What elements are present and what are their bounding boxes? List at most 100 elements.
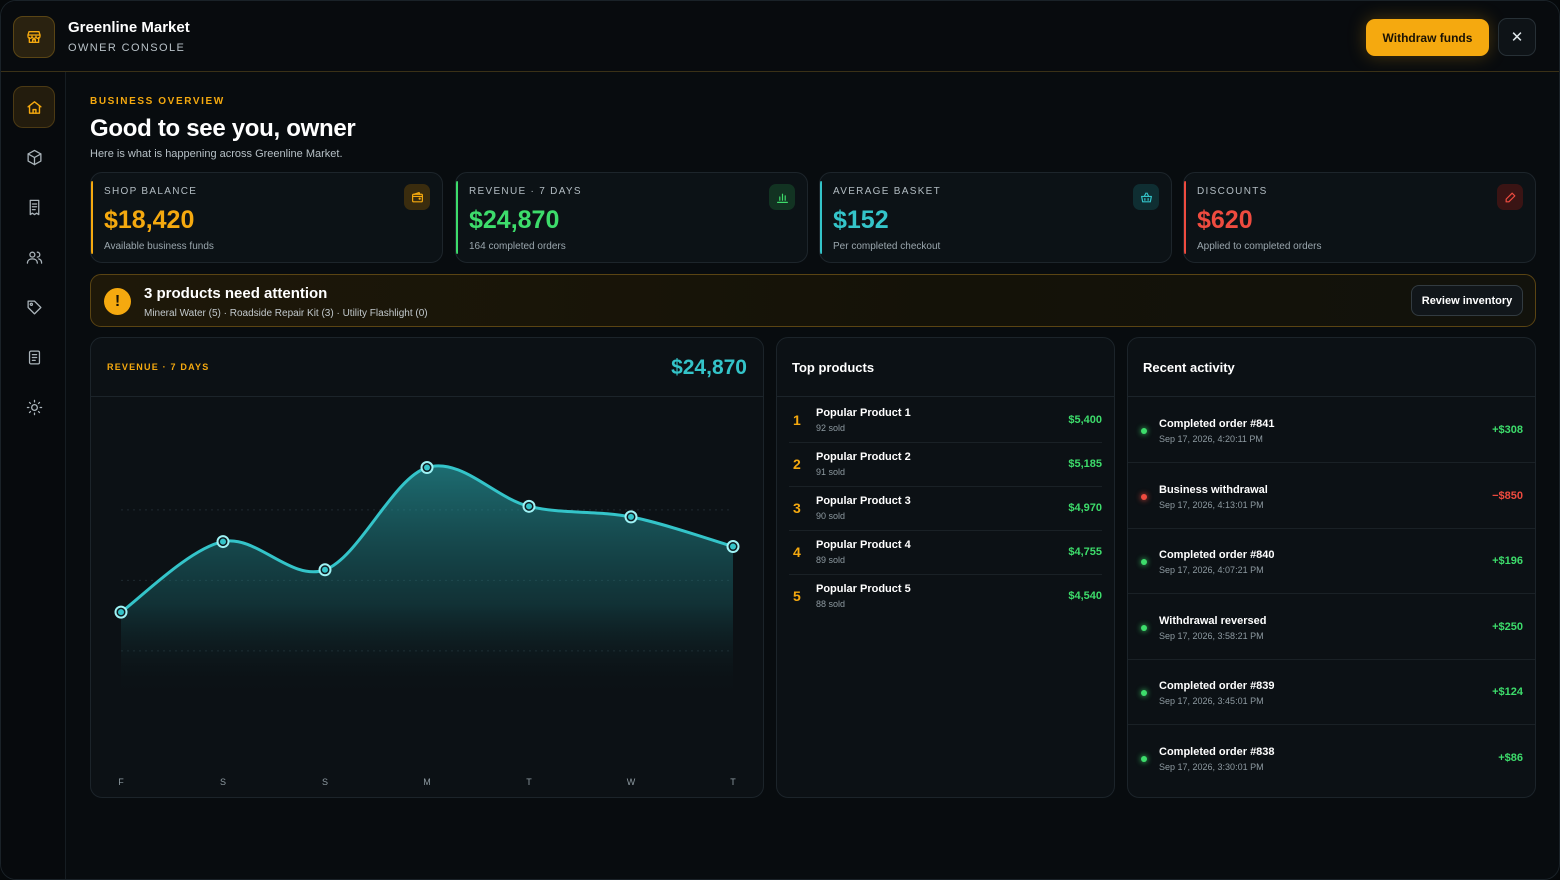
status-dot (1141, 559, 1147, 565)
users-icon (26, 251, 42, 264)
sidebar-item-settings[interactable] (13, 386, 55, 428)
divider (789, 530, 1102, 531)
stat-value: $24,870 (469, 206, 560, 234)
page-subtitle: Here is what is happening across Greenli… (90, 148, 343, 160)
product-row[interactable]: 5 Popular Product 5 88 sold $4,540 (777, 575, 1114, 619)
sidebar-item-orders[interactable] (13, 186, 55, 228)
stat-value: $18,420 (104, 206, 195, 234)
product-row[interactable]: 1 Popular Product 1 92 sold $5,400 (777, 399, 1114, 443)
product-row[interactable]: 3 Popular Product 3 90 sold $4,970 (777, 487, 1114, 531)
divider (789, 486, 1102, 487)
product-rank: 4 (793, 544, 801, 560)
product-row[interactable]: 2 Popular Product 2 91 sold $5,185 (777, 443, 1114, 487)
activity-row[interactable]: Completed order #838 Sep 17, 2026, 3:30:0… (1128, 726, 1535, 791)
status-dot (1141, 428, 1147, 434)
product-sold: 92 sold (816, 423, 846, 433)
product-sold: 90 sold (816, 511, 846, 521)
stat-card-revenue: REVENUE · 7 DAYS $24,870 164 completed o… (455, 172, 808, 263)
status-dot (1141, 755, 1147, 762)
withdraw-funds-button[interactable]: Withdraw funds (1366, 19, 1489, 56)
page-title: Good to see you, owner (90, 115, 356, 142)
chart-total: $24,870 (671, 356, 747, 379)
product-rank: 1 (793, 412, 801, 428)
revenue-chart-panel: REVENUE · 7 DAYS $24,870 F S S M T W T (90, 337, 764, 798)
activity-amount: −$850 (1492, 489, 1523, 502)
stat-label: REVENUE · 7 DAYS (469, 186, 582, 197)
recent-activity-header: Recent activity (1128, 338, 1535, 397)
activity-time: Sep 17, 2026, 3:45:01 PM (1159, 696, 1264, 706)
activity-time: Sep 17, 2026, 3:30:01 PM (1159, 761, 1264, 772)
divider (1128, 462, 1535, 463)
warning-icon: ! (104, 288, 131, 315)
activity-row[interactable]: Business withdrawal Sep 17, 2026, 4:13:01… (1128, 464, 1535, 529)
store-icon (13, 16, 55, 58)
x-tick-label: F (118, 777, 124, 787)
wallet-icon (404, 184, 430, 210)
overview-eyebrow: BUSINESS OVERVIEW (90, 96, 225, 107)
product-sold: 91 sold (816, 467, 846, 477)
divider (789, 442, 1102, 443)
sidebar-item-discounts[interactable] (13, 286, 55, 328)
box-icon (26, 149, 42, 165)
stat-card-shop-balance: SHOP BALANCE $18,420 Available business … (90, 172, 443, 263)
product-rank: 2 (793, 456, 801, 472)
activity-title: Business withdrawal (1159, 483, 1268, 496)
close-button[interactable]: ✕ (1498, 18, 1536, 56)
alert-title: 3 products need attention (144, 285, 328, 302)
tag-icon (26, 299, 42, 315)
recent-activity-panel: Recent activity Completed order #841 Sep … (1127, 337, 1536, 798)
pencil-icon (1497, 184, 1523, 210)
activity-amount: +$250 (1492, 620, 1523, 633)
sidebar-item-home[interactable] (13, 86, 55, 128)
brand-subtitle: OWNER CONSOLE (68, 42, 186, 54)
activity-row[interactable]: Withdrawal reversed Sep 17, 2026, 3:58:21… (1128, 595, 1535, 660)
activity-row[interactable]: Completed order #840 Sep 17, 2026, 4:07:2… (1128, 529, 1535, 594)
stat-value: $620 (1197, 206, 1253, 234)
data-point-core (526, 503, 532, 510)
activity-time: Sep 17, 2026, 3:58:21 PM (1159, 630, 1264, 641)
data-point-core (628, 513, 634, 520)
activity-amount: +$86 (1498, 751, 1523, 764)
stat-caption: Applied to completed orders (1197, 241, 1322, 252)
activity-amount: +$308 (1492, 424, 1523, 436)
activity-time: Sep 17, 2026, 4:07:21 PM (1159, 565, 1264, 575)
product-name: Popular Product 1 (816, 407, 911, 419)
top-products-panel: Top products 1 Popular Product 1 92 sold… (776, 337, 1115, 798)
brand-name: Greenline Market (68, 19, 190, 36)
sidebar-item-customers[interactable] (13, 236, 55, 278)
data-point-core (730, 543, 736, 550)
bar-chart-icon (769, 184, 795, 210)
x-tick-label: S (220, 777, 226, 787)
product-amount: $5,400 (1068, 414, 1102, 426)
receipt-icon (29, 199, 39, 215)
review-inventory-button[interactable]: Review inventory (1411, 285, 1523, 316)
top-products-header: Top products (777, 338, 1114, 397)
divider (1128, 658, 1535, 660)
activity-row[interactable]: Completed order #839 Sep 17, 2026, 3:45:0… (1128, 660, 1535, 725)
sidebar-item-reports[interactable] (13, 336, 55, 378)
stat-caption: Per completed checkout (833, 241, 941, 252)
stat-card-average-basket: AVERAGE BASKET $152 Per completed checko… (819, 172, 1172, 263)
top-bar: Greenline Market OWNER CONSOLE Withdraw … (1, 1, 1559, 72)
status-dot (1141, 624, 1147, 631)
basket-icon (1133, 184, 1159, 210)
activity-row[interactable]: Completed order #841 Sep 17, 2026, 4:20:1… (1128, 398, 1535, 463)
x-tick-label: T (526, 777, 532, 787)
product-rank: 5 (793, 588, 801, 604)
product-row[interactable]: 4 Popular Product 4 89 sold $4,755 (777, 531, 1114, 575)
stat-label: DISCOUNTS (1197, 186, 1268, 197)
activity-time: Sep 17, 2026, 4:13:01 PM (1159, 499, 1264, 510)
product-name: Popular Product 4 (816, 539, 911, 551)
product-sold: 88 sold (816, 599, 846, 609)
divider (789, 574, 1102, 575)
activity-time: Sep 17, 2026, 4:20:11 PM (1159, 434, 1263, 444)
product-name: Popular Product 2 (816, 451, 911, 463)
activity-amount: +$124 (1492, 686, 1523, 698)
product-amount: $4,755 (1068, 546, 1102, 558)
sun-icon (26, 399, 42, 415)
sidebar-item-products[interactable] (13, 136, 55, 178)
document-icon (28, 349, 40, 365)
x-tick-label: W (627, 777, 636, 787)
